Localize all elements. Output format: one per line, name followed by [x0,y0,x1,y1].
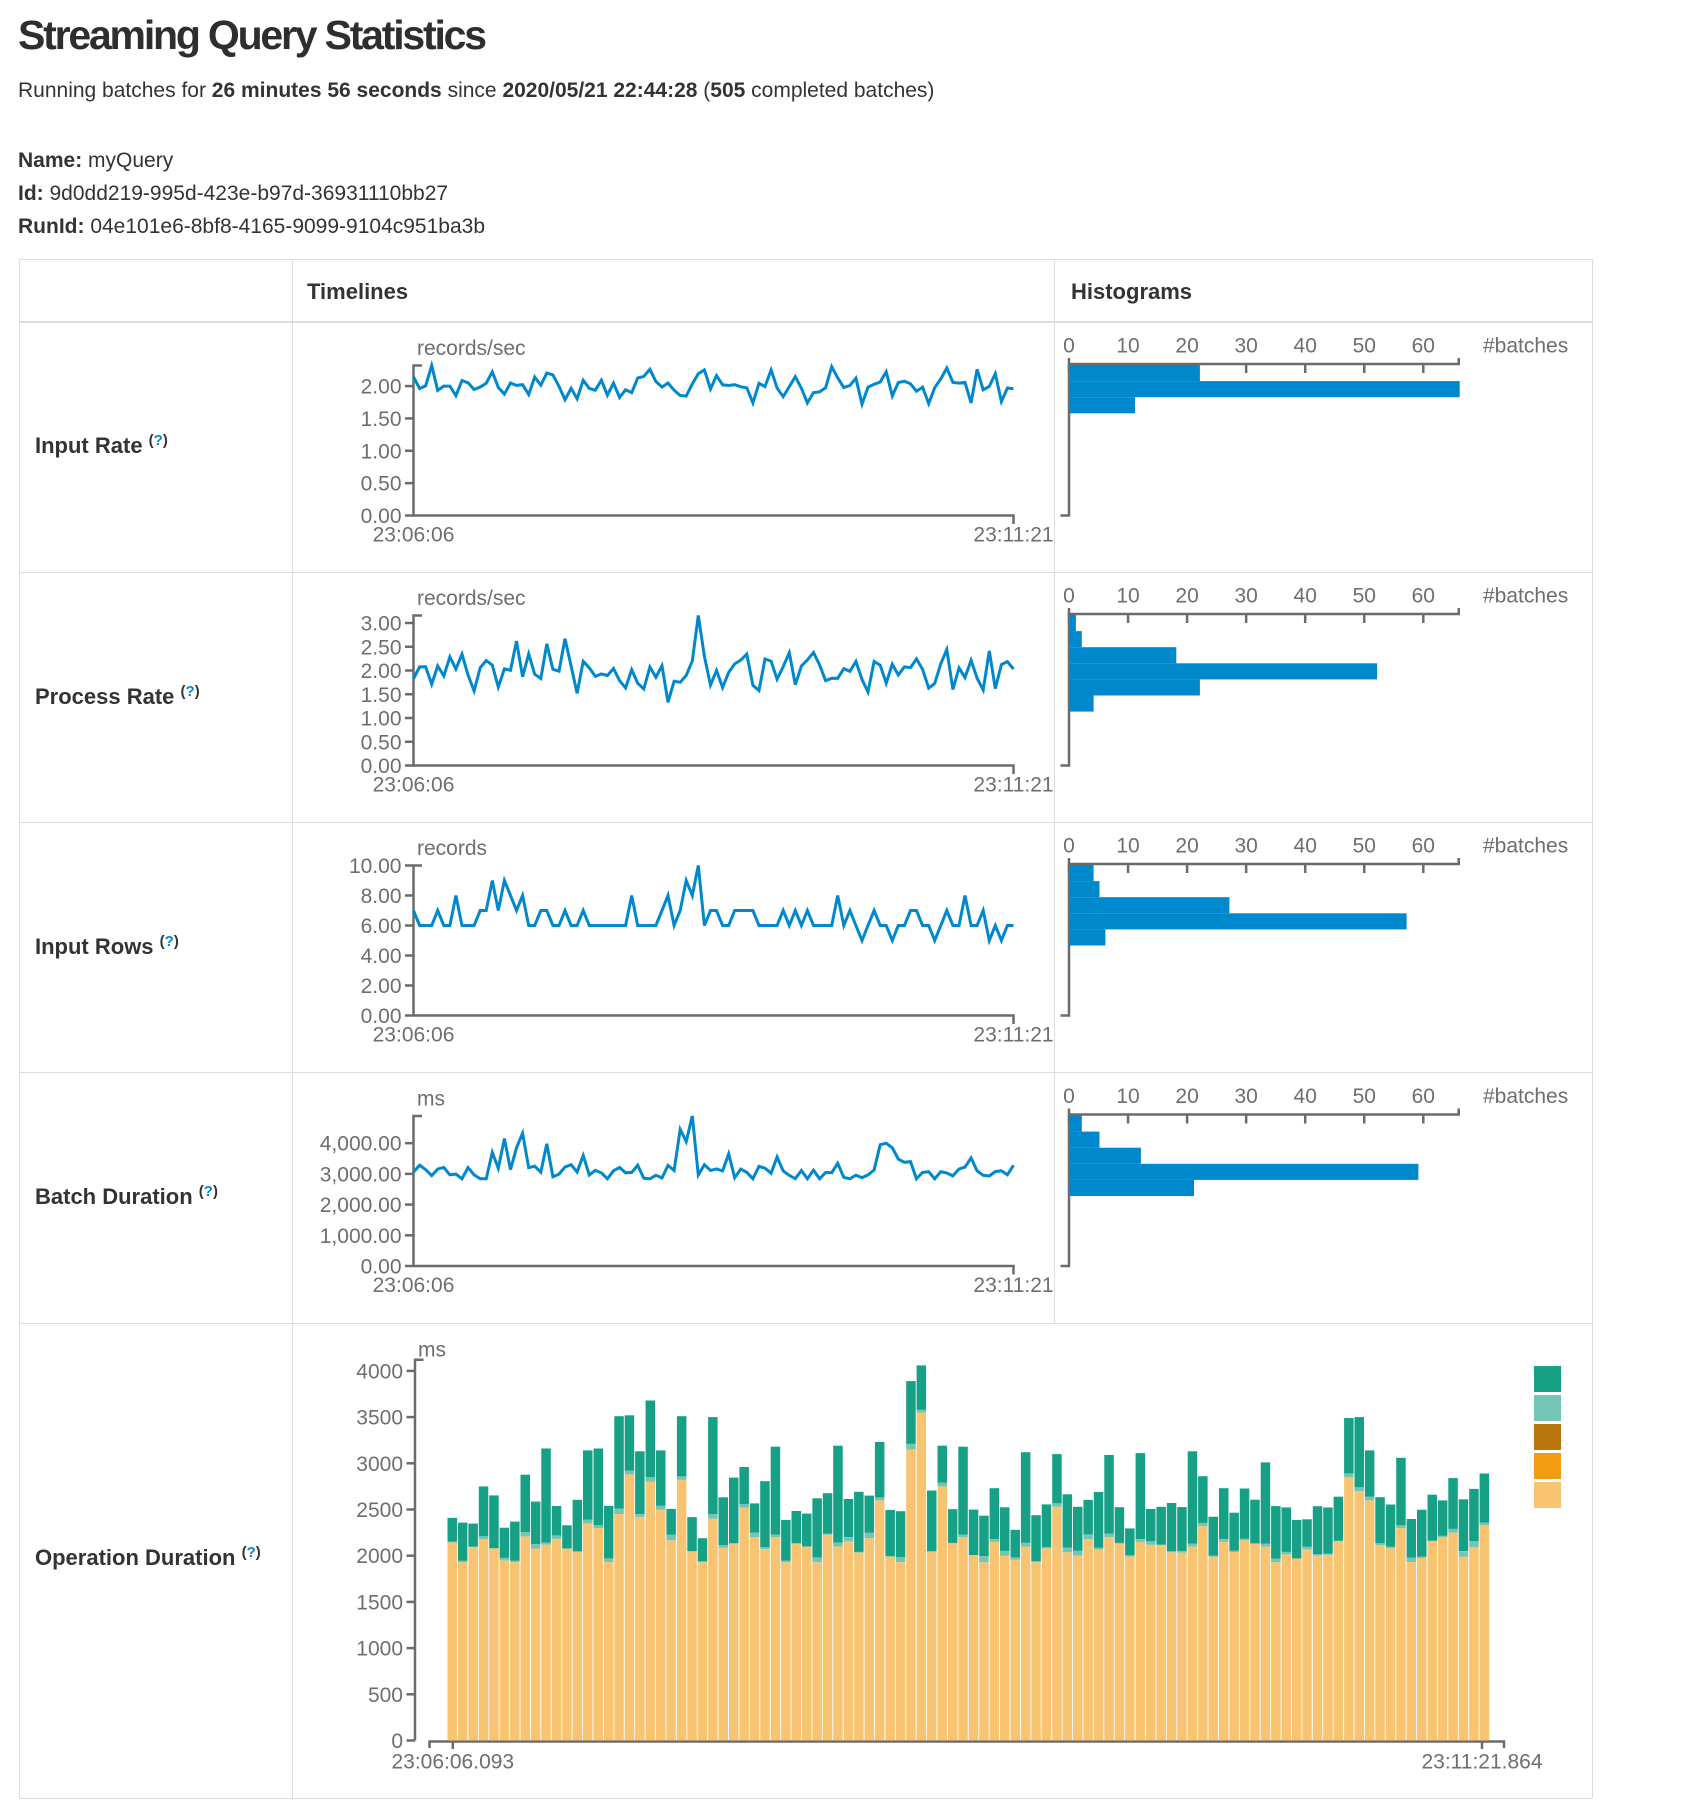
svg-text:60: 60 [1412,835,1435,858]
svg-text:0: 0 [1063,335,1075,358]
svg-text:1.00: 1.00 [361,708,402,731]
svg-text:3.00: 3.00 [361,613,402,636]
svg-text:3000: 3000 [356,1453,403,1476]
svg-text:23:11:21: 23:11:21 [973,774,1053,797]
svg-text:0.50: 0.50 [361,731,402,754]
svg-text:1500: 1500 [356,1591,403,1614]
svg-text:10.00: 10.00 [349,855,402,878]
svg-text:60: 60 [1412,335,1435,358]
svg-text:40: 40 [1294,835,1317,858]
svg-text:50: 50 [1353,1085,1376,1108]
svg-text:1.00: 1.00 [361,440,402,463]
svg-text:23:11:21: 23:11:21 [973,1274,1053,1297]
svg-text:1,000.00: 1,000.00 [320,1225,402,1248]
svg-text:30: 30 [1234,335,1257,358]
svg-text:0.50: 0.50 [361,473,402,496]
svg-text:4000: 4000 [356,1360,403,1383]
svg-text:3500: 3500 [356,1407,403,1430]
svg-text:2.00: 2.00 [361,975,402,998]
svg-text:20: 20 [1175,585,1198,608]
svg-text:23:06:06.093: 23:06:06.093 [391,1751,514,1774]
svg-text:40: 40 [1294,1085,1317,1108]
svg-text:20: 20 [1175,835,1198,858]
svg-text:2.00: 2.00 [361,660,402,683]
svg-text:0.00: 0.00 [361,505,402,528]
svg-text:23:06:06: 23:06:06 [373,1274,455,1297]
svg-text:0.00: 0.00 [361,755,402,778]
svg-text:records: records [417,837,487,860]
svg-text:500: 500 [368,1684,403,1707]
svg-text:23:11:21.864: 23:11:21.864 [1421,1751,1542,1774]
svg-text:0.00: 0.00 [361,1005,402,1028]
svg-text:30: 30 [1234,585,1257,608]
svg-text:23:11:21: 23:11:21 [973,524,1053,547]
svg-text:60: 60 [1412,1085,1435,1108]
svg-text:50: 50 [1353,585,1376,608]
svg-text:0: 0 [391,1730,403,1753]
svg-text:10: 10 [1116,835,1139,858]
svg-text:23:11:21: 23:11:21 [973,1024,1053,1047]
svg-text:4.00: 4.00 [361,945,402,968]
svg-text:23:06:06: 23:06:06 [373,524,455,547]
svg-text:0.00: 0.00 [361,1256,402,1279]
svg-text:2.00: 2.00 [361,376,402,399]
svg-text:23:06:06: 23:06:06 [373,774,455,797]
svg-text:2500: 2500 [356,1499,403,1522]
svg-text:3,000.00: 3,000.00 [320,1163,402,1186]
svg-text:0: 0 [1063,585,1075,608]
svg-text:6.00: 6.00 [361,915,402,938]
svg-text:30: 30 [1234,835,1257,858]
svg-text:records/sec: records/sec [417,337,526,360]
svg-text:0: 0 [1063,835,1075,858]
svg-text:#batches: #batches [1483,1085,1568,1108]
svg-text:40: 40 [1294,585,1317,608]
svg-text:4,000.00: 4,000.00 [320,1133,402,1156]
svg-text:ms: ms [418,1339,446,1362]
svg-text:40: 40 [1294,335,1317,358]
svg-text:#batches: #batches [1483,835,1568,858]
svg-text:2000: 2000 [356,1545,403,1568]
svg-text:0: 0 [1063,1085,1075,1108]
svg-text:1.50: 1.50 [361,684,402,707]
svg-text:2,000.00: 2,000.00 [320,1194,402,1217]
svg-text:1000: 1000 [356,1638,403,1661]
svg-text:1.50: 1.50 [361,408,402,431]
svg-text:records/sec: records/sec [417,587,526,610]
svg-text:20: 20 [1175,1085,1198,1108]
svg-text:#batches: #batches [1483,585,1568,608]
svg-text:60: 60 [1412,585,1435,608]
svg-text:20: 20 [1175,335,1198,358]
svg-text:50: 50 [1353,835,1376,858]
svg-text:10: 10 [1116,335,1139,358]
svg-text:23:06:06: 23:06:06 [373,1024,455,1047]
svg-text:2.50: 2.50 [361,636,402,659]
svg-text:10: 10 [1116,1085,1139,1108]
svg-text:8.00: 8.00 [361,885,402,908]
svg-text:10: 10 [1116,585,1139,608]
svg-text:#batches: #batches [1483,335,1568,358]
svg-text:50: 50 [1353,335,1376,358]
svg-text:ms: ms [417,1088,445,1111]
svg-text:30: 30 [1234,1085,1257,1108]
